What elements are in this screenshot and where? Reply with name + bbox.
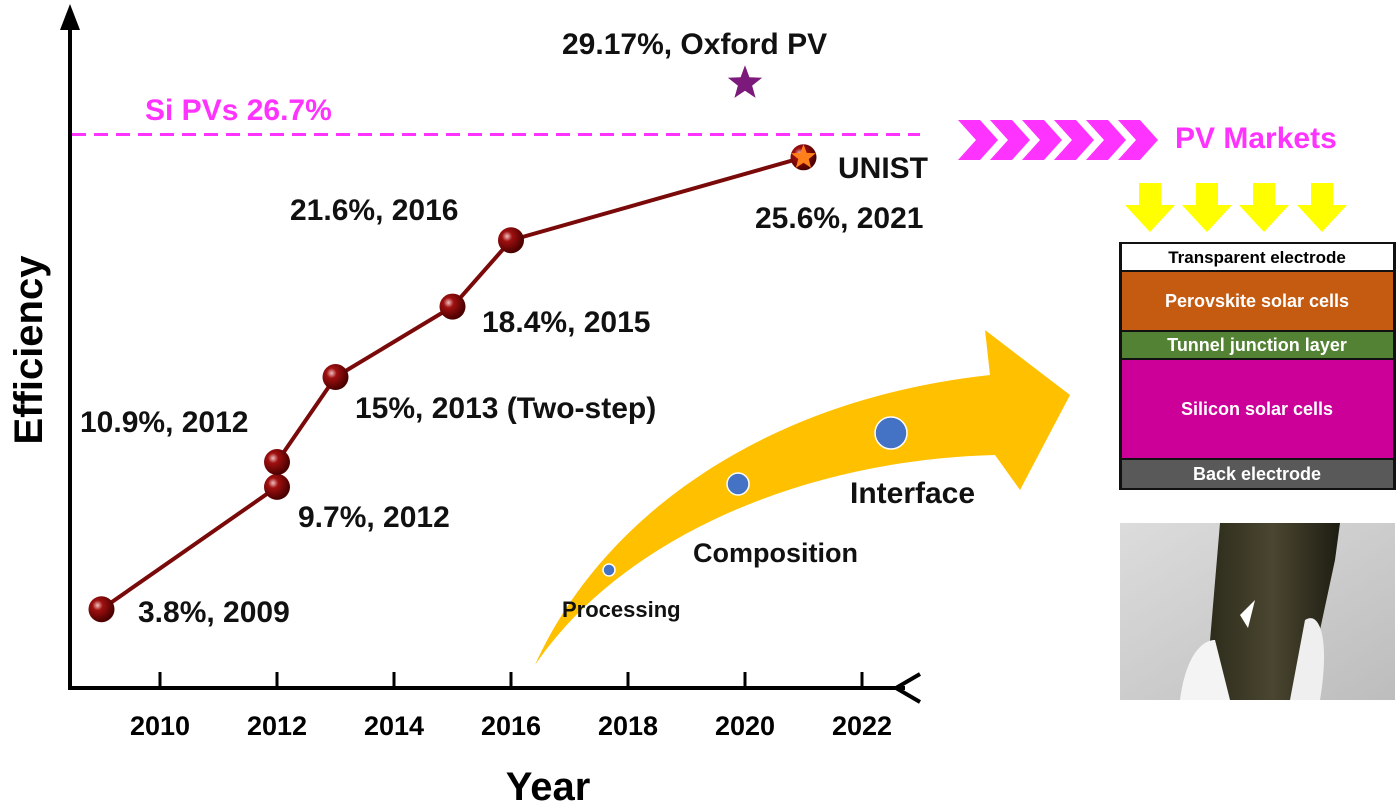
x-tick-label: 2018 <box>598 711 658 741</box>
y-axis-label: Efficiency <box>7 255 51 445</box>
stage-interface: Interface <box>850 477 975 510</box>
data-point <box>498 227 524 254</box>
layer-label: Perovskite solar cells <box>1165 291 1349 311</box>
layer-0 <box>1122 244 1393 270</box>
unist-label: UNIST <box>838 152 928 185</box>
chevron-icon <box>1022 120 1062 160</box>
arrow-down-icon <box>1239 183 1289 232</box>
oxford-star-marker <box>727 65 763 98</box>
chevron-icon <box>1054 120 1094 160</box>
x-axis-label: Year <box>506 765 591 809</box>
chevron-icon <box>1086 120 1126 160</box>
unist-star-marker <box>791 144 816 168</box>
stage-dot <box>726 472 750 496</box>
arrow-down-icon <box>1297 183 1347 232</box>
x-axis-arrow <box>892 672 922 704</box>
x-tick-label: 2016 <box>481 711 541 741</box>
layer-label: Tunnel junction layer <box>1167 335 1347 355</box>
data-label: 9.7%, 2012 <box>298 501 450 534</box>
si-label: Si PVs 26.7% <box>145 94 332 127</box>
arrow-down-icon <box>1182 183 1232 232</box>
layer-1 <box>1122 272 1393 330</box>
x-tick-label: 2010 <box>130 711 190 741</box>
data-label: 10.9%, 2012 <box>80 406 248 439</box>
stage-composition: Composition <box>693 538 858 568</box>
stage-dot <box>874 416 908 450</box>
layer-label: Back electrode <box>1193 464 1321 484</box>
market-chevrons <box>958 120 1158 160</box>
y-axis-arrow <box>60 4 80 30</box>
trend-arrow <box>535 330 1070 665</box>
data-point <box>322 364 349 391</box>
layer-2 <box>1122 332 1393 358</box>
data-point <box>264 473 290 500</box>
chevron-icon <box>958 120 998 160</box>
oxford-label: 29.17%, Oxford PV <box>562 28 827 61</box>
data-label: 3.8%, 2009 <box>138 596 290 629</box>
data-label: 21.6%, 2016 <box>290 194 458 227</box>
data-point <box>88 596 115 623</box>
x-tick-label: 2022 <box>832 711 892 741</box>
layer-label: Transparent electrode <box>1168 248 1346 267</box>
pv-markets-label: PV Markets <box>1175 122 1337 155</box>
tandem-cell-stack: Transparent electrode Perovskite solar ce… <box>1119 242 1396 490</box>
data-label: 15%, 2013 (Two-step) <box>355 392 656 425</box>
data-label: 25.6%, 2021 <box>755 202 923 235</box>
layer-3 <box>1122 360 1393 458</box>
arrow-down-icon <box>1125 183 1175 232</box>
data-point <box>264 449 290 476</box>
data-point <box>439 293 466 320</box>
x-tick-label: 2012 <box>247 711 307 741</box>
stage-dot <box>602 563 616 577</box>
stage-processing: Processing <box>562 597 681 622</box>
chevron-icon <box>1118 120 1158 160</box>
data-label: 18.4%, 2015 <box>482 306 650 339</box>
tandem-cell-photo <box>1120 523 1395 700</box>
x-tick-label: 2014 <box>364 711 424 741</box>
layer-4 <box>1122 460 1393 488</box>
x-tick-label: 2020 <box>715 711 775 741</box>
layer-label: Silicon solar cells <box>1181 399 1333 419</box>
sunlight-arrows <box>1125 183 1347 232</box>
chevron-icon <box>990 120 1030 160</box>
